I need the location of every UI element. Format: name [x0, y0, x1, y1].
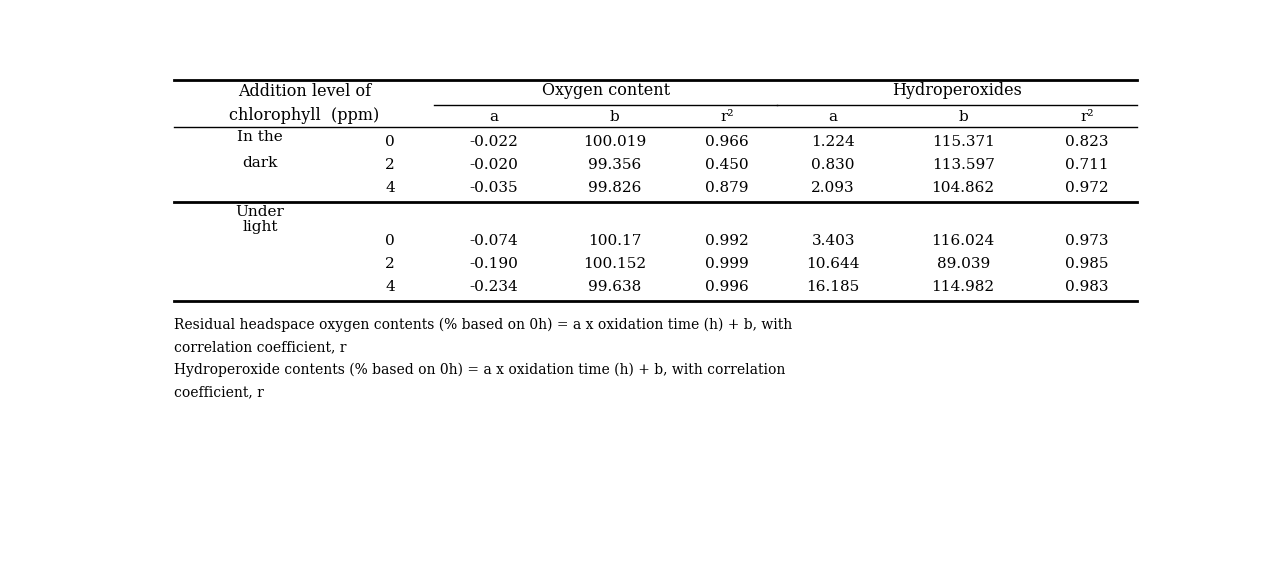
Text: 0.992: 0.992: [705, 234, 748, 248]
Text: 16.185: 16.185: [807, 281, 859, 294]
Text: 116.024: 116.024: [931, 234, 995, 248]
Text: 0.450: 0.450: [705, 158, 748, 172]
Text: light: light: [243, 219, 278, 234]
Text: 0: 0: [386, 234, 395, 248]
Text: 0.830: 0.830: [811, 158, 854, 172]
Text: 89.039: 89.039: [936, 257, 990, 271]
Text: b: b: [609, 109, 619, 124]
Text: 0.973: 0.973: [1065, 234, 1108, 248]
Text: b: b: [958, 109, 968, 124]
Text: 0.966: 0.966: [705, 135, 748, 149]
Text: -0.190: -0.190: [469, 257, 518, 271]
Text: 3.403: 3.403: [811, 234, 854, 248]
Text: 99.638: 99.638: [587, 281, 641, 294]
Text: 0.999: 0.999: [705, 257, 748, 271]
Text: coefficient, r: coefficient, r: [175, 385, 264, 399]
Text: 99.826: 99.826: [587, 181, 641, 195]
Text: 0.983: 0.983: [1065, 281, 1108, 294]
Text: 0: 0: [386, 135, 395, 149]
Text: dark: dark: [243, 156, 278, 170]
Text: 2: 2: [386, 257, 395, 271]
Text: Under: Under: [236, 205, 285, 219]
Text: 113.597: 113.597: [932, 158, 995, 172]
Text: Hydroperoxide contents (% based on 0h) = a x oxidation time (h) + b, with correl: Hydroperoxide contents (% based on 0h) =…: [175, 363, 785, 377]
Text: -0.020: -0.020: [469, 158, 518, 172]
Text: 0.972: 0.972: [1065, 181, 1108, 195]
Text: 0.879: 0.879: [705, 181, 748, 195]
Text: r²: r²: [720, 109, 733, 124]
Text: 0.711: 0.711: [1065, 158, 1108, 172]
Text: -0.035: -0.035: [469, 181, 517, 195]
Text: 99.356: 99.356: [587, 158, 641, 172]
Text: 104.862: 104.862: [932, 181, 995, 195]
Text: 2: 2: [386, 158, 395, 172]
Text: 0.823: 0.823: [1065, 135, 1108, 149]
Text: 100.019: 100.019: [584, 135, 646, 149]
Text: In the: In the: [238, 130, 283, 145]
Text: 10.644: 10.644: [807, 257, 859, 271]
Text: -0.074: -0.074: [469, 234, 518, 248]
Text: -0.234: -0.234: [469, 281, 518, 294]
Text: 4: 4: [386, 181, 395, 195]
Text: 115.371: 115.371: [932, 135, 995, 149]
Text: correlation coefficient, r: correlation coefficient, r: [175, 340, 347, 354]
Text: Oxygen content: Oxygen content: [541, 82, 670, 99]
Text: 0.985: 0.985: [1065, 257, 1108, 271]
Text: 2.093: 2.093: [811, 181, 856, 195]
Text: Hydroperoxides: Hydroperoxides: [893, 82, 1022, 99]
Text: r²: r²: [1080, 109, 1094, 124]
Text: -0.022: -0.022: [469, 135, 518, 149]
Text: 100.17: 100.17: [587, 234, 641, 248]
Text: 4: 4: [386, 281, 395, 294]
Text: a: a: [489, 109, 498, 124]
Text: a: a: [829, 109, 838, 124]
Text: 100.152: 100.152: [584, 257, 646, 271]
Text: Addition level of
chlorophyll  (ppm): Addition level of chlorophyll (ppm): [230, 84, 379, 124]
Text: 0.996: 0.996: [705, 281, 748, 294]
Text: 114.982: 114.982: [932, 281, 995, 294]
Text: 1.224: 1.224: [811, 135, 856, 149]
Text: Residual headspace oxygen contents (% based on 0h) = a x oxidation time (h) + b,: Residual headspace oxygen contents (% ba…: [175, 318, 793, 332]
